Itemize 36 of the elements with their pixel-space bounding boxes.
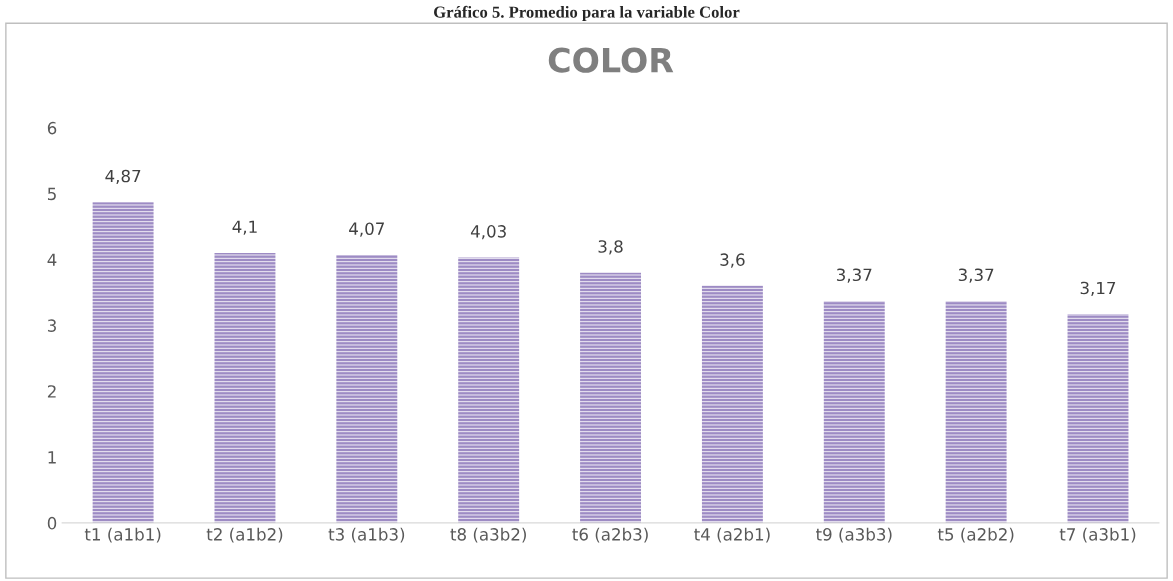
x-tick-label: t7 (a3b1) bbox=[1059, 527, 1136, 543]
bar bbox=[580, 272, 642, 523]
data-label: 3,6 bbox=[720, 253, 745, 268]
x-tick-label: t4 (a2b1) bbox=[694, 527, 770, 543]
x-tick-label: t8 (a3b2) bbox=[450, 527, 526, 543]
data-label: 4,1 bbox=[232, 220, 257, 235]
x-tick-label: t1 (a1b1) bbox=[84, 527, 161, 543]
x-tick-label: t9 (a3b3) bbox=[816, 527, 892, 543]
data-label: 4,07 bbox=[349, 222, 384, 237]
y-tick-label: 4 bbox=[47, 253, 57, 266]
data-label: 3,17 bbox=[1080, 281, 1116, 296]
text: Gráfico 5. Promedio para la variable Color bbox=[434, 5, 740, 22]
bar bbox=[945, 301, 1007, 523]
x-tick-label: t2 (a1b2) bbox=[206, 527, 283, 543]
bar bbox=[701, 285, 763, 523]
bar bbox=[214, 252, 276, 523]
x-tick-label: t5 (a2b2) bbox=[937, 527, 1014, 543]
bar bbox=[336, 254, 398, 523]
y-tick-label: 6 bbox=[47, 121, 57, 135]
data-label: 4,87 bbox=[105, 169, 141, 185]
y-tick-label: 3 bbox=[47, 319, 56, 332]
bar bbox=[823, 301, 885, 523]
y-tick-label: 5 bbox=[47, 187, 56, 201]
bar bbox=[458, 257, 520, 523]
chart-title: COLOR bbox=[548, 47, 674, 73]
data-label: 3,37 bbox=[958, 268, 994, 283]
x-tick-label: t6 (a2b3) bbox=[572, 527, 648, 543]
bar bbox=[1067, 314, 1129, 523]
x-tick-label: t3 (a1b3) bbox=[328, 527, 405, 543]
data-label: 3,37 bbox=[836, 268, 872, 283]
y-tick-label: 0 bbox=[47, 516, 57, 530]
y-tick-label: 2 bbox=[47, 385, 56, 398]
data-label: 3,8 bbox=[598, 240, 623, 255]
y-tick-label: 1 bbox=[48, 451, 56, 464]
bar bbox=[92, 202, 154, 523]
data-label: 4,03 bbox=[470, 225, 506, 240]
